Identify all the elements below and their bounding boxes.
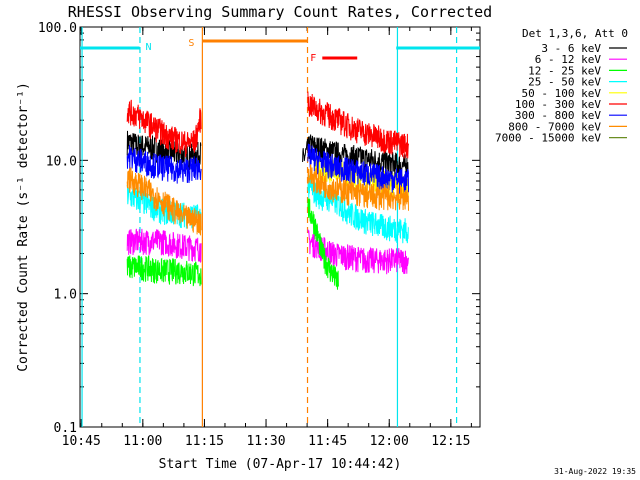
night-label: N <box>146 42 152 53</box>
series-100-300-kev <box>307 91 409 159</box>
series-300-800-kev <box>126 144 202 184</box>
x-axis: 10:45 11:00 11:15 11:30 11:45 12:00 12:15 <box>62 27 472 449</box>
x-tick-label: 12:00 <box>370 434 409 449</box>
plot-frame <box>79 26 481 428</box>
legend-label: 25 - 50 keV <box>528 76 601 89</box>
chart-title: RHESSI Observing Summary Count Rates, Co… <box>68 3 492 21</box>
legend-label: 300 - 800 keV <box>515 109 601 122</box>
legend-label: 3 - 6 keV <box>541 42 601 55</box>
series-800-7000-kev <box>307 163 409 211</box>
x-axis-label: Start Time (07-Apr-17 10:44:42) <box>159 457 402 472</box>
x-tick-label: 11:30 <box>246 434 285 449</box>
y-tick-label: 10.0 <box>46 154 77 169</box>
x-tick-label: 12:15 <box>431 434 470 449</box>
y-axis: 0.1 1.0 10.0 100.0 <box>38 21 480 436</box>
series-layer <box>126 91 409 290</box>
saa-label: S <box>188 38 194 49</box>
legend-label: 800 - 7000 keV <box>508 120 601 133</box>
series-6-12-kev <box>307 229 409 275</box>
x-tick-label: 10:45 <box>62 434 101 449</box>
legend-label: 12 - 25 keV <box>528 64 601 77</box>
flare-label: F <box>310 53 316 64</box>
series-800-7000-kev <box>126 167 202 236</box>
orbit-markers: N S F <box>80 27 480 427</box>
plot-area: 0.1 1.0 10.0 100.0 10:45 11:00 11:15 11:30 11:4… <box>38 21 481 449</box>
legend-label: 50 - 100 keV <box>522 87 602 100</box>
series-12-25-kev <box>126 255 202 287</box>
series-12-25-kev <box>307 198 340 290</box>
x-tick-label: 11:45 <box>308 434 347 449</box>
y-tick-label: 0.1 <box>54 421 77 436</box>
series-100-300-kev <box>126 99 202 158</box>
y-tick-label: 100.0 <box>38 21 77 36</box>
y-axis-label: Corrected Count Rate (s⁻¹ detector⁻¹) <box>16 82 31 372</box>
legend-title: Det 1,3,6, Att 0 <box>522 27 628 40</box>
footer-timestamp: 31-Aug-2022 19:35 <box>554 467 636 476</box>
series-300-800-kev <box>307 143 409 194</box>
legend-label: 100 - 300 keV <box>515 98 601 111</box>
x-tick-label: 11:00 <box>123 434 162 449</box>
legend-label: 6 - 12 keV <box>535 53 602 66</box>
series-6-12-kev <box>126 228 202 263</box>
x-tick-label: 11:15 <box>185 434 224 449</box>
y-tick-label: 1.0 <box>54 288 77 303</box>
legend-label: 7000 - 15000 keV <box>495 132 601 145</box>
